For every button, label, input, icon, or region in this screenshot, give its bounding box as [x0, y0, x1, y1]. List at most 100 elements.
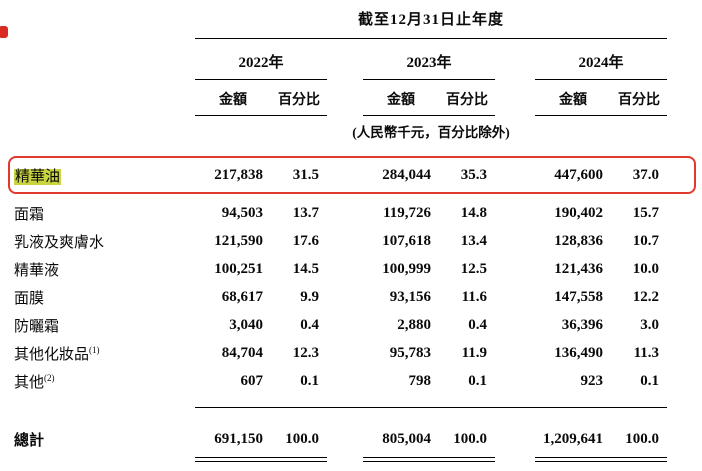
total-double-underline-row: [12, 457, 702, 462]
cell-2022-amount: 100,251: [214, 260, 263, 277]
cell-2023-amount: 93,156: [389, 288, 431, 305]
row-label: 其他(2): [14, 372, 55, 391]
cell-2023-amount: 107,618: [382, 232, 431, 249]
subheader-group-2024: 金額 百分比: [535, 89, 667, 116]
cell-2022-percent: 12.3: [292, 344, 319, 361]
cell-2024-amount: 923: [580, 372, 604, 389]
cell-2022-percent: 14.5: [292, 260, 319, 277]
total-2023-percent: 100.0: [453, 430, 487, 447]
cell-2023-percent: 14.8: [460, 204, 487, 221]
amount-header-2023: 金額: [387, 93, 415, 108]
total-separator-line: [195, 407, 667, 408]
cell-2024-amount: 36,396: [561, 316, 603, 333]
cell-2024-percent: 15.7: [632, 204, 659, 221]
table-row-face-cream: 面霜 94,503 13.7 119,726 14.8 190,402 15.7: [12, 199, 702, 227]
period-title: 截至12月31日止年度: [195, 8, 667, 39]
table-row-lotion-toner: 乳液及爽膚水 121,590 17.6 107,618 13.4 128,836…: [12, 227, 702, 255]
cell-2024-percent: 3.0: [640, 316, 659, 333]
row-label: 面膜: [14, 290, 45, 307]
total-2022-percent: 100.0: [285, 430, 319, 447]
year-header-2023: 2023年: [363, 51, 495, 80]
percent-header-2022: 百分比: [278, 93, 320, 108]
table-note-row: (人民幣千元，百分比除外): [12, 121, 702, 141]
highlighted-label: 精華油: [14, 168, 62, 185]
cell-2024-amount: 128,836: [554, 232, 603, 249]
cell-2023-percent: 12.5: [460, 260, 487, 277]
total-2023-amount: 805,004: [382, 430, 431, 447]
cell-2023-amount: 284,044: [382, 166, 431, 183]
cell-2024-percent: 11.3: [633, 344, 659, 361]
cell-2023-percent: 0.4: [468, 316, 487, 333]
cell-2023-amount: 95,783: [389, 344, 431, 361]
cell-2024-percent: 10.0: [632, 260, 659, 277]
total-2022-amount: 691,150: [214, 430, 263, 447]
year-header-2022: 2022年: [195, 51, 327, 80]
percent-header-2023: 百分比: [446, 93, 488, 108]
table-row-total: 總計 691,150 100.0 805,004 100.0 1,209,641…: [12, 424, 702, 454]
table-header-subcolumn-row: 金額 百分比 金額 百分比 金額 百分比: [12, 89, 702, 116]
cell-2023-percent: 11.9: [461, 344, 487, 361]
cell-2024-amount: 121,436: [554, 260, 603, 277]
cell-2023-amount: 100,999: [382, 260, 431, 277]
cell-2022-amount: 94,503: [221, 204, 263, 221]
cell-2022-percent: 0.4: [300, 316, 319, 333]
amount-header-2022: 金額: [219, 93, 247, 108]
cell-2023-percent: 35.3: [460, 166, 487, 183]
cell-2022-percent: 17.6: [292, 232, 319, 249]
year-header-2024: 2024年: [535, 51, 667, 80]
row-label: 面霜: [14, 206, 45, 223]
row-label: 防曬霜: [14, 318, 60, 335]
cell-2022-percent: 13.7: [292, 204, 319, 221]
amount-header-2024: 金額: [559, 93, 587, 108]
cell-2023-percent: 11.6: [461, 288, 487, 305]
cell-2024-percent: 0.1: [640, 372, 659, 389]
cell-2024-percent: 37.0: [632, 166, 659, 183]
cell-2022-amount: 84,704: [221, 344, 263, 361]
cell-2024-amount: 136,490: [554, 344, 603, 361]
row-label: 精華油: [12, 165, 195, 186]
table-row-other-cosmetics: 其他化妝品(1) 84,704 12.3 95,783 11.9 136,490…: [12, 339, 702, 367]
cell-2024-amount: 147,558: [554, 288, 603, 305]
table-body: 精華油 217,838 31.5 284,044 35.3 447,600 37…: [8, 156, 702, 462]
cell-2022-amount: 217,838: [214, 166, 263, 183]
cell-2022-percent: 31.5: [292, 166, 319, 183]
table-row-face-mask: 面膜 68,617 9.9 93,156 11.6 147,558 12.2: [12, 283, 702, 311]
cell-2024-amount: 447,600: [554, 166, 603, 183]
cell-2022-amount: 607: [240, 372, 264, 389]
cell-2022-amount: 121,590: [214, 232, 263, 249]
subheader-group-2023: 金額 百分比: [363, 89, 495, 116]
double-underline-2023: [363, 457, 495, 462]
table-row-sunscreen: 防曬霜 3,040 0.4 2,880 0.4 36,396 3.0: [12, 311, 702, 339]
footnote-marker-2: (2): [44, 372, 55, 383]
currency-note: (人民幣千元，百分比除外): [352, 125, 510, 140]
percent-header-2024: 百分比: [618, 93, 660, 108]
cell-2023-percent: 13.4: [460, 232, 487, 249]
cell-2024-percent: 10.7: [632, 232, 659, 249]
table-row-essence-oil: 精華油 217,838 31.5 284,044 35.3 447,600 37…: [12, 159, 702, 191]
cell-2022-amount: 68,617: [221, 288, 263, 305]
subheader-group-2022: 金額 百分比: [195, 89, 327, 116]
cell-2023-amount: 798: [408, 372, 432, 389]
red-margin-mark: [0, 26, 8, 38]
annotated-row-wrap: 精華油 217,838 31.5 284,044 35.3 447,600 37…: [8, 156, 702, 194]
double-underline-2022: [195, 457, 327, 462]
cell-2023-amount: 119,726: [383, 204, 431, 221]
table-row-others: 其他(2) 607 0.1 798 0.1 923 0.1: [12, 367, 702, 395]
cell-2022-percent: 9.9: [300, 288, 319, 305]
table-row-essence-liquid: 精華液 100,251 14.5 100,999 12.5 121,436 10…: [12, 255, 702, 283]
table-header-title-row: 截至12月31日止年度: [12, 8, 702, 39]
table-header-year-row: 2022年 2023年 2024年: [12, 51, 702, 80]
total-separator-row: [12, 407, 702, 408]
total-2024-percent: 100.0: [625, 430, 659, 447]
total-2024-amount: 1,209,641: [543, 430, 603, 447]
cell-2023-amount: 2,880: [397, 316, 431, 333]
cell-2024-percent: 12.2: [632, 288, 659, 305]
row-label: 其他化妝品(1): [14, 344, 100, 363]
cell-2022-percent: 0.1: [300, 372, 319, 389]
row-label: 精華液: [14, 262, 60, 279]
row-label: 乳液及爽膚水: [14, 234, 105, 251]
cell-2024-amount: 190,402: [554, 204, 603, 221]
double-underline-2024: [535, 457, 667, 462]
cell-2023-percent: 0.1: [468, 372, 487, 389]
